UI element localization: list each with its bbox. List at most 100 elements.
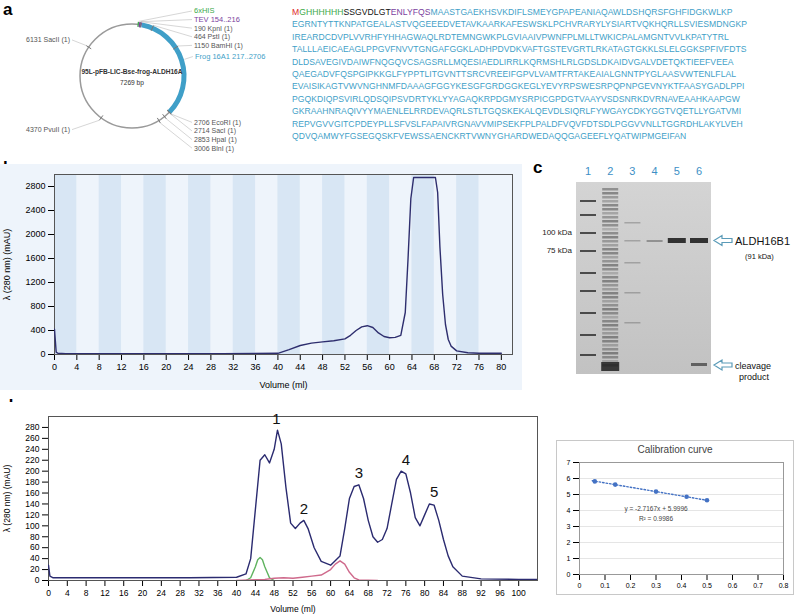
svg-text:64: 64 [407,362,417,372]
svg-text:0.5: 0.5 [702,582,712,589]
svg-text:464 PstI (1): 464 PstI (1) [194,33,230,41]
svg-text:72: 72 [452,362,462,372]
svg-text:7269 bp: 7269 bp [120,79,144,87]
svg-text:0: 0 [35,575,40,585]
svg-text:28: 28 [206,362,216,372]
svg-text:20: 20 [138,588,148,598]
svg-text:32: 32 [194,588,204,598]
svg-text:1200: 1200 [25,277,45,287]
svg-text:ALDH16B1: ALDH16B1 [735,235,790,247]
svg-text:1150 BamHI (1): 1150 BamHI (1) [194,42,243,50]
svg-text:2714 SacI (1): 2714 SacI (1) [194,127,236,135]
svg-text:4370 PvuII (1): 4370 PvuII (1) [26,126,70,134]
svg-text:Volume (ml): Volume (ml) [270,604,316,614]
svg-text:2000: 2000 [25,229,45,239]
svg-text:48: 48 [269,588,279,598]
svg-text:56: 56 [362,362,372,372]
svg-text:Volume (ml): Volume (ml) [259,380,307,390]
svg-text:2706 EcoRI (1): 2706 EcoRI (1) [194,119,241,127]
svg-text:60: 60 [385,362,395,372]
svg-text:λ (280 nm) (mAU): λ (280 nm) (mAU) [2,465,12,533]
svg-text:product: product [739,372,770,382]
svg-text:95L-pFB-LIC-Bse-frog-ALDH16A: 95L-pFB-LIC-Bse-frog-ALDH16A [81,68,182,76]
svg-text:180: 180 [25,477,39,487]
svg-text:0: 0 [46,588,51,598]
svg-text:0: 0 [52,362,57,372]
svg-text:400: 400 [30,325,45,335]
svg-text:68: 68 [429,362,439,372]
svg-text:7: 7 [567,459,571,466]
svg-text:16: 16 [119,588,129,598]
svg-text:4: 4 [402,451,410,468]
svg-text:8: 8 [97,362,102,372]
svg-text:44: 44 [295,362,305,372]
svg-text:R² = 0.9986: R² = 0.9986 [639,515,674,522]
svg-text:λ (280 nm) (mAU): λ (280 nm) (mAU) [2,229,12,301]
svg-text:2: 2 [567,539,571,546]
svg-text:12: 12 [117,362,127,372]
svg-text:260: 260 [25,433,39,443]
svg-text:12: 12 [100,588,110,598]
svg-text:2: 2 [607,165,613,177]
svg-text:84: 84 [439,588,449,598]
svg-text:(91 kDa): (91 kDa) [745,252,774,261]
svg-text:48: 48 [318,362,328,372]
svg-text:96: 96 [495,588,505,598]
svg-text:4: 4 [567,507,571,514]
svg-text:2: 2 [300,500,308,517]
svg-text:68: 68 [363,588,373,598]
svg-text:0.8: 0.8 [779,582,789,589]
svg-text:0: 0 [578,582,582,589]
svg-text:120: 120 [25,510,39,520]
svg-text:140: 140 [25,499,39,509]
svg-text:Frog 16A1 217..2706: Frog 16A1 217..2706 [195,52,265,61]
svg-text:0.6: 0.6 [728,582,738,589]
svg-text:6: 6 [567,475,571,482]
svg-text:20: 20 [161,362,171,372]
svg-text:52: 52 [288,588,298,598]
svg-text:2800: 2800 [25,181,45,191]
svg-text:TEV 154..216: TEV 154..216 [194,15,240,24]
svg-text:240: 240 [25,444,39,454]
svg-text:cleavage: cleavage [735,361,771,371]
svg-text:4: 4 [652,165,658,177]
svg-text:1: 1 [272,410,280,427]
svg-text:0: 0 [40,349,45,359]
svg-text:40: 40 [273,362,283,372]
svg-text:60: 60 [326,588,336,598]
svg-text:0.7: 0.7 [753,582,763,589]
svg-text:100: 100 [512,588,526,598]
svg-text:1600: 1600 [25,253,45,263]
svg-text:56: 56 [307,588,317,598]
svg-text:0.4: 0.4 [677,582,687,589]
svg-text:0.2: 0.2 [626,582,636,589]
svg-text:6: 6 [696,165,702,177]
svg-text:4: 4 [74,362,79,372]
svg-text:24: 24 [157,588,167,598]
svg-text:280: 280 [25,422,39,432]
svg-text:5: 5 [430,483,438,500]
svg-text:32: 32 [228,362,238,372]
svg-text:220: 220 [25,455,39,465]
svg-text:100 kDa: 100 kDa [542,228,572,237]
svg-text:2400: 2400 [25,205,45,215]
svg-text:80: 80 [30,531,40,541]
svg-text:36: 36 [251,362,261,372]
svg-text:6131 SacII (1): 6131 SacII (1) [26,36,70,44]
svg-text:800: 800 [30,301,45,311]
svg-text:76: 76 [474,362,484,372]
svg-text:80: 80 [420,588,430,598]
svg-text:40: 40 [30,553,40,563]
svg-text:0.3: 0.3 [651,582,661,589]
svg-text:20: 20 [30,564,40,574]
svg-text:60: 60 [30,542,40,552]
svg-text:52: 52 [340,362,350,372]
svg-text:72: 72 [382,588,392,598]
svg-text:76: 76 [401,588,411,598]
svg-text:16: 16 [139,362,149,372]
svg-text:3006 BlnI (1): 3006 BlnI (1) [194,145,234,153]
svg-text:0.1: 0.1 [600,582,610,589]
svg-text:44: 44 [251,588,261,598]
svg-text:3: 3 [355,464,363,481]
svg-text:28: 28 [175,588,185,598]
